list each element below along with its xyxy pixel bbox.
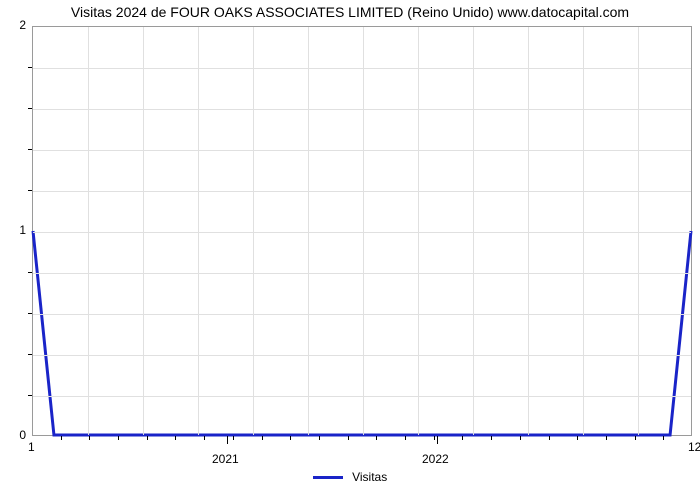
y-minor-tick [28, 395, 32, 396]
x-minor-tick [290, 436, 291, 440]
y-minor-tick [28, 108, 32, 109]
gridline-v [583, 27, 584, 435]
gridline-v [198, 27, 199, 435]
y-axis-label: 2 [19, 18, 26, 32]
x-minor-tick [663, 436, 664, 440]
legend-label: Visitas [352, 470, 387, 484]
x-minor-tick [262, 436, 263, 440]
gridline-h-minor [33, 68, 691, 69]
y-minor-tick [28, 354, 32, 355]
gridline-v [638, 27, 639, 435]
plot-area [32, 26, 692, 436]
y-minor-tick [28, 67, 32, 68]
gridline-h-minor [33, 273, 691, 274]
gridline-h-minor [33, 396, 691, 397]
x-major-tick [227, 436, 228, 444]
series-line [33, 231, 691, 435]
x-axis-year-label: 2021 [212, 452, 239, 466]
gridline-h-minor [33, 314, 691, 315]
x-axis-label: 12 [688, 440, 700, 454]
gridline-v [308, 27, 309, 435]
legend: Visitas [0, 470, 700, 484]
x-minor-tick [348, 436, 349, 440]
x-minor-tick [462, 436, 463, 440]
gridline-h-minor [33, 191, 691, 192]
x-minor-tick [491, 436, 492, 440]
line-series [33, 27, 691, 435]
x-major-tick [437, 436, 438, 444]
x-minor-tick [520, 436, 521, 440]
x-axis-label: 1 [28, 440, 35, 454]
gridline-v [418, 27, 419, 435]
x-minor-tick [549, 436, 550, 440]
chart-title: Visitas 2024 de FOUR OAKS ASSOCIATES LIM… [0, 4, 700, 20]
gridline-v [143, 27, 144, 435]
x-minor-tick [434, 436, 435, 440]
gridline-v [363, 27, 364, 435]
y-minor-tick [28, 272, 32, 273]
x-minor-tick [233, 436, 234, 440]
y-minor-tick [28, 313, 32, 314]
x-minor-tick [405, 436, 406, 440]
x-axis-year-label: 2022 [422, 452, 449, 466]
gridline-h [33, 232, 691, 233]
x-minor-tick [204, 436, 205, 440]
x-minor-tick [319, 436, 320, 440]
x-minor-tick [376, 436, 377, 440]
x-minor-tick [61, 436, 62, 440]
x-minor-tick [577, 436, 578, 440]
legend-swatch [313, 476, 343, 479]
x-minor-tick [635, 436, 636, 440]
y-axis-label: 1 [19, 223, 26, 237]
x-minor-tick [175, 436, 176, 440]
x-minor-tick [89, 436, 90, 440]
gridline-h-minor [33, 355, 691, 356]
gridline-v [253, 27, 254, 435]
x-minor-tick [147, 436, 148, 440]
gridline-v [473, 27, 474, 435]
gridline-v [88, 27, 89, 435]
y-minor-tick [28, 149, 32, 150]
y-minor-tick [28, 190, 32, 191]
x-minor-tick [118, 436, 119, 440]
y-axis-label: 0 [19, 428, 26, 442]
x-minor-tick [606, 436, 607, 440]
chart-container: Visitas 2024 de FOUR OAKS ASSOCIATES LIM… [0, 0, 700, 500]
gridline-v [528, 27, 529, 435]
gridline-h-minor [33, 109, 691, 110]
gridline-h-minor [33, 150, 691, 151]
